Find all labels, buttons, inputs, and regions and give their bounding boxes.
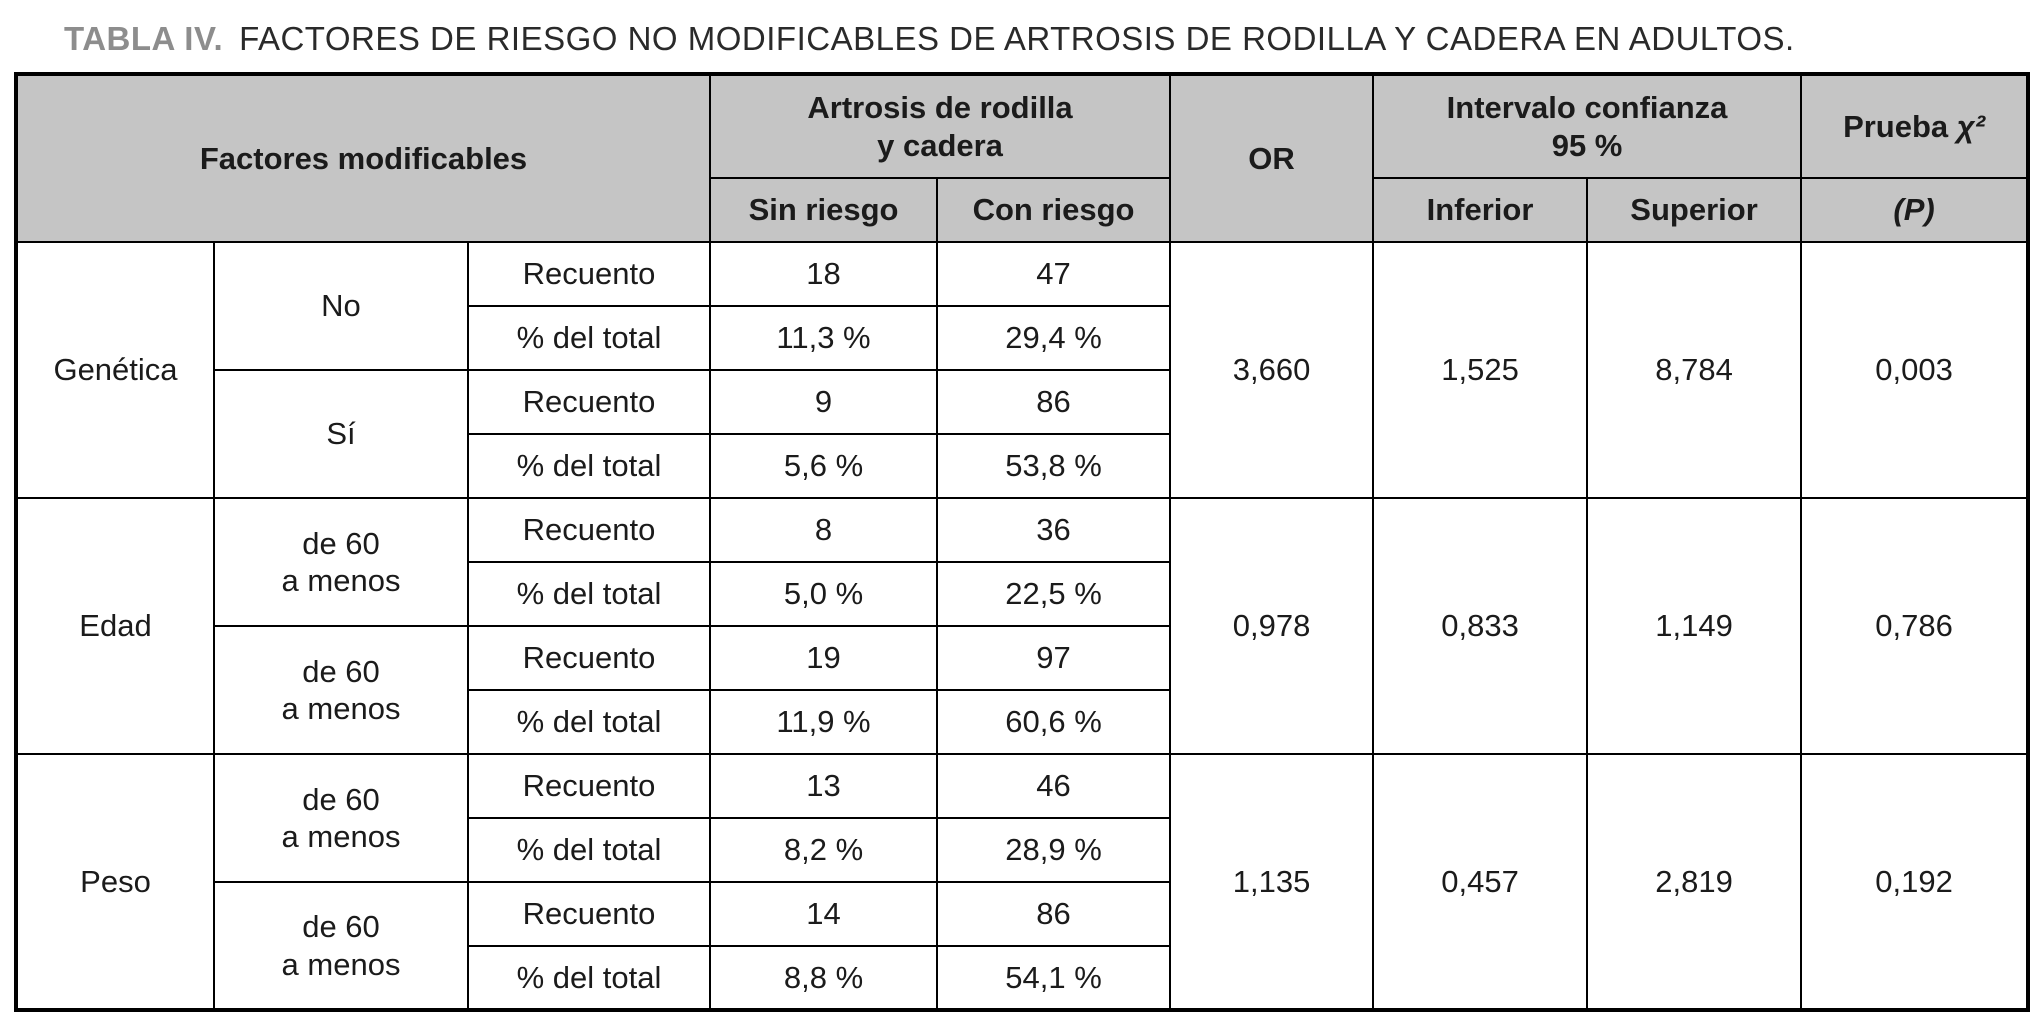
risk-factors-table: Factores modificables Artrosis de rodill… bbox=[14, 72, 2031, 1012]
con-riesgo-value: 29,4 % bbox=[936, 305, 1172, 371]
header-intervalo-confianza: Intervalo confianza 95 % bbox=[1372, 73, 1803, 179]
header-prueba-chi2: Prueba χ² bbox=[1800, 73, 2030, 179]
header-sin-riesgo: Sin riesgo bbox=[709, 177, 939, 243]
table-row: % del total 5,6 % 53,8 % bbox=[16, 433, 2028, 499]
table-row: Genética No Recuento 18 47 3,660 1,525 8… bbox=[15, 241, 2030, 499]
measure-cell: Recuento bbox=[466, 625, 712, 691]
measure-cell: Recuento bbox=[466, 369, 712, 435]
or-value: 3,660 bbox=[1169, 241, 1375, 499]
measure-cell: % del total bbox=[466, 817, 712, 883]
ci-inferior-value: 1,525 bbox=[1372, 241, 1589, 499]
table-title: TABLA IV. FACTORES DE RIESGO NO MODIFICAB… bbox=[64, 20, 2019, 58]
table-row: % del total 11,3 % 29,4 % bbox=[16, 305, 2028, 371]
factor-cell-edad: Edad bbox=[15, 497, 215, 755]
table-row: Edad de 60 a menos Recuento 8 36 0,978 0… bbox=[15, 497, 2030, 755]
con-riesgo-value: 86 bbox=[936, 369, 1172, 435]
con-riesgo-value: 36 bbox=[936, 497, 1172, 563]
or-value: 1,135 bbox=[1169, 753, 1375, 1011]
or-value: 0,978 bbox=[1169, 497, 1375, 755]
con-riesgo-value: 54,1 % bbox=[936, 945, 1172, 1011]
p-value: 0,003 bbox=[1800, 241, 2030, 499]
sin-riesgo-value: 19 bbox=[709, 625, 939, 691]
ci-superior-value: 8,784 bbox=[1586, 241, 1803, 499]
sin-riesgo-value: 5,6 % bbox=[709, 433, 939, 499]
factor-cell-peso: Peso bbox=[15, 753, 215, 1011]
sin-riesgo-value: 18 bbox=[709, 241, 939, 307]
header-factores-modificables: Factores modificables bbox=[14, 73, 712, 243]
ci-superior-value: 1,149 bbox=[1586, 497, 1803, 755]
sin-riesgo-value: 8,8 % bbox=[709, 945, 939, 1011]
ci-inferior-value: 0,457 bbox=[1372, 753, 1589, 1011]
chi-squared-symbol: χ² bbox=[1956, 108, 1986, 144]
p-value: 0,192 bbox=[1800, 753, 2030, 1011]
sin-riesgo-value: 8,2 % bbox=[709, 817, 939, 883]
ci-superior-value: 2,819 bbox=[1586, 753, 1803, 1011]
table-title-text: FACTORES DE RIESGO NO MODIFICABLES DE AR… bbox=[239, 20, 1795, 57]
sin-riesgo-value: 8 bbox=[709, 497, 939, 563]
header-p-value: (P) bbox=[1800, 177, 2030, 243]
header-inferior: Inferior bbox=[1372, 177, 1589, 243]
header-con-riesgo: Con riesgo bbox=[936, 177, 1172, 243]
subfactor-cell: de 60 a menos bbox=[213, 497, 469, 627]
con-riesgo-value: 97 bbox=[936, 625, 1172, 691]
table-row: de 60 a menos Recuento 19 97 bbox=[16, 625, 2028, 755]
measure-cell: % del total bbox=[466, 689, 712, 755]
sin-riesgo-value: 11,9 % bbox=[709, 689, 939, 755]
con-riesgo-value: 47 bbox=[936, 241, 1172, 307]
subfactor-cell: de 60 a menos bbox=[213, 625, 469, 755]
sin-riesgo-value: 14 bbox=[709, 881, 939, 947]
header-row-2: Sin riesgo Con riesgo Inferior Superior … bbox=[16, 177, 2030, 243]
header-prueba-label: Prueba bbox=[1843, 108, 1949, 144]
con-riesgo-value: 60,6 % bbox=[936, 689, 1172, 755]
table-row: Peso de 60 a menos Recuento 13 46 1,135 … bbox=[15, 753, 2030, 1011]
sin-riesgo-value: 9 bbox=[709, 369, 939, 435]
header-superior: Superior bbox=[1586, 177, 1803, 243]
con-riesgo-value: 22,5 % bbox=[936, 561, 1172, 627]
ci-inferior-value: 0,833 bbox=[1372, 497, 1589, 755]
sin-riesgo-value: 11,3 % bbox=[709, 305, 939, 371]
con-riesgo-value: 28,9 % bbox=[936, 817, 1172, 883]
con-riesgo-value: 86 bbox=[936, 881, 1172, 947]
measure-cell: % del total bbox=[466, 305, 712, 371]
table-row: % del total 11,9 % 60,6 % bbox=[16, 689, 2028, 755]
header-artrosis: Artrosis de rodilla y cadera bbox=[709, 73, 1172, 179]
measure-cell: % del total bbox=[466, 561, 712, 627]
subfactor-cell: de 60 a menos bbox=[213, 881, 469, 1011]
table-row: % del total 8,8 % 54,1 % bbox=[16, 945, 2028, 1011]
subfactor-cell: No bbox=[213, 241, 469, 371]
subfactor-cell: Sí bbox=[213, 369, 469, 499]
measure-cell: % del total bbox=[466, 945, 712, 1011]
header-or: OR bbox=[1169, 73, 1375, 243]
table-row: de 60 a menos Recuento 14 86 bbox=[16, 881, 2028, 1011]
p-value: 0,786 bbox=[1800, 497, 2030, 755]
factor-cell-genetica: Genética bbox=[15, 241, 215, 499]
table-row: Sí Recuento 9 86 bbox=[16, 369, 2028, 499]
measure-cell: Recuento bbox=[466, 881, 712, 947]
table-row: % del total 5,0 % 22,5 % bbox=[16, 561, 2028, 627]
sin-riesgo-value: 5,0 % bbox=[709, 561, 939, 627]
con-riesgo-value: 46 bbox=[936, 753, 1172, 819]
sin-riesgo-value: 13 bbox=[709, 753, 939, 819]
con-riesgo-value: 53,8 % bbox=[936, 433, 1172, 499]
measure-cell: Recuento bbox=[466, 753, 712, 819]
table-row: % del total 8,2 % 28,9 % bbox=[16, 817, 2028, 883]
header-row-1: Factores modificables Artrosis de rodill… bbox=[14, 73, 2030, 243]
table-title-tag: TABLA IV. bbox=[64, 20, 224, 57]
subfactor-cell: de 60 a menos bbox=[213, 753, 469, 883]
measure-cell: Recuento bbox=[466, 241, 712, 307]
measure-cell: Recuento bbox=[466, 497, 712, 563]
measure-cell: % del total bbox=[466, 433, 712, 499]
